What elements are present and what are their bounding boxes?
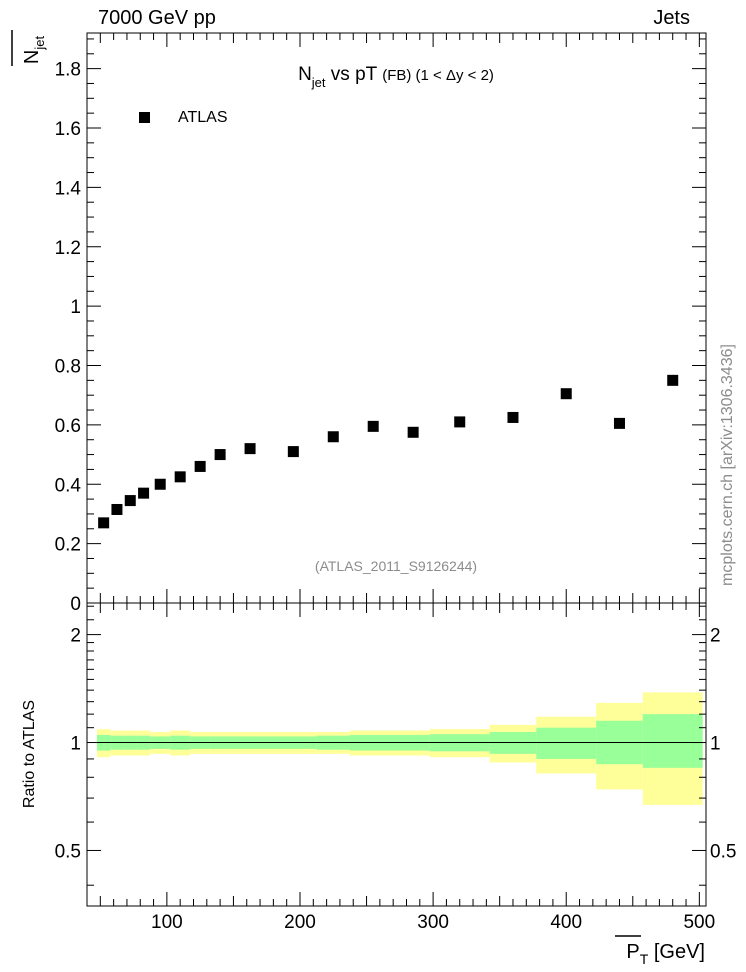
data-point	[327, 431, 339, 443]
y-tick-label: 1.6	[55, 119, 81, 140]
legend-marker	[139, 112, 150, 123]
y-tick-label: 1	[70, 297, 81, 318]
y-tick-label: 0.6	[55, 416, 81, 437]
data-point	[111, 503, 123, 515]
data-point	[507, 411, 519, 423]
ratio-y-tick-label-right: 0.5	[710, 841, 736, 862]
data-point	[98, 517, 110, 529]
main-y-label: Njet	[21, 36, 47, 65]
x-tick-label: 400	[550, 912, 582, 933]
ratio-y-tick-label: 2	[70, 626, 81, 647]
x-tick-label: 200	[284, 912, 316, 933]
data-point	[454, 416, 466, 428]
legend-label: ATLAS	[178, 109, 228, 126]
inner-band-bin	[536, 727, 597, 759]
x-axis-label: PT [GeV]	[626, 941, 705, 967]
ratio-axes: 0.5 0.5 1 1 2 2 100 200 300 400 500	[55, 605, 736, 933]
y-tick-label: 0	[70, 594, 81, 615]
svg-text:Njet: Njet	[21, 36, 47, 65]
data-point	[138, 487, 150, 499]
inner-band-bin	[642, 714, 703, 768]
main-x-ticks	[99, 33, 700, 906]
x-tick-label: 100	[151, 912, 183, 933]
ratio-y-tick-label-right: 2	[710, 626, 721, 647]
y-tick-label: 1.8	[55, 60, 81, 81]
data-point	[174, 471, 186, 483]
data-point	[407, 426, 419, 438]
data-point	[214, 449, 226, 461]
ratio-bands	[96, 692, 703, 805]
y-tick-label: 0.8	[55, 357, 81, 378]
main-y-axis: 0 0.2 0.4 0.6 0.8 1 1.2 1.4 1.6 1.8	[55, 38, 706, 615]
data-point	[367, 420, 379, 432]
ratio-y-tick-label-right: 1	[710, 734, 721, 755]
data-points	[98, 374, 679, 529]
analysis-id: (ATLAS_2011_S9126244)	[315, 558, 477, 574]
data-point	[124, 495, 136, 507]
data-point	[613, 417, 625, 429]
y-tick-label: 1.2	[55, 238, 81, 259]
data-point	[287, 446, 299, 458]
y-tick-label: 0.4	[55, 475, 82, 496]
plot-title: Njet vs pT (FB) (1 < Δy < 2)	[298, 64, 494, 90]
data-point	[154, 478, 166, 490]
ratio-y-tick-label: 0.5	[55, 841, 81, 862]
data-point	[667, 374, 679, 386]
x-tick-label: 500	[683, 912, 715, 933]
category-label: Jets	[653, 7, 690, 29]
ratio-y-label: Ratio to ATLAS	[21, 700, 38, 808]
y-tick-label: 1.4	[55, 178, 82, 199]
y-tick-label: 0.2	[55, 535, 81, 556]
ratio-y-tick-label: 1	[70, 734, 81, 755]
x-tick-label: 300	[417, 912, 449, 933]
data-point	[244, 443, 256, 455]
data-point	[560, 388, 572, 400]
energy-label: 7000 GeV pp	[98, 7, 216, 29]
data-point	[194, 460, 206, 472]
ratio-plot-frame	[86, 602, 707, 907]
